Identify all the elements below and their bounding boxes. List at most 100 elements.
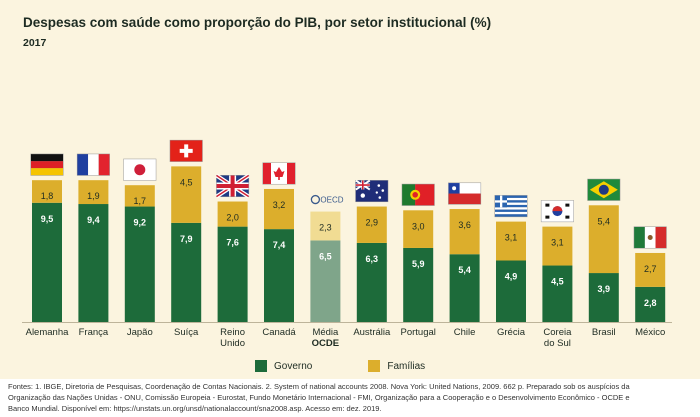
data-label-familias: 2,0 — [226, 213, 239, 223]
data-label-familias: 5,4 — [598, 216, 611, 226]
bar-governo — [78, 204, 109, 322]
data-label-familias: 2,3 — [319, 223, 332, 233]
oecd-logo-text: OECD — [320, 196, 343, 205]
bar-familias — [32, 180, 62, 203]
legend-label-familias: Famílias — [387, 360, 426, 372]
bar-familias — [78, 180, 109, 205]
data-label-governo: 4,9 — [505, 272, 518, 282]
data-label-familias: 3,1 — [551, 238, 564, 248]
data-label-governo: 7,6 — [226, 238, 239, 248]
category-label: Coreia — [543, 327, 572, 338]
canada-flag — [262, 162, 296, 185]
data-label-governo: 2,8 — [644, 298, 657, 308]
oecd-logo-ring — [310, 194, 321, 205]
category-label: México — [635, 327, 665, 338]
germany-flag — [30, 153, 64, 176]
data-label-familias: 3,0 — [412, 221, 425, 231]
uk-flag — [215, 173, 250, 199]
data-label-governo: 9,2 — [134, 218, 147, 228]
category-label: França — [79, 327, 109, 338]
source-line-1: Fontes: 1. IBGE, Diretoria de Pesquisas,… — [8, 382, 630, 391]
legend-swatch-familias — [368, 360, 381, 372]
bar-familias — [496, 221, 526, 261]
category-label: Reino — [220, 327, 245, 338]
mexico-flag — [633, 226, 667, 249]
bar-familias — [635, 252, 666, 287]
data-label-familias: 1,7 — [134, 196, 147, 206]
category-label: Brasil — [592, 327, 616, 338]
data-label-familias: 1,9 — [87, 191, 100, 201]
brazil-flag — [587, 178, 621, 201]
japan-flag — [123, 158, 157, 181]
south-korea-flag — [540, 200, 574, 223]
category-label: Austrália — [353, 327, 391, 338]
data-label-familias: 4,5 — [180, 177, 193, 187]
bar-governo — [264, 229, 294, 322]
data-label-governo: 3,9 — [598, 284, 611, 294]
source-line-2: Organização das Nações Unidas - ONU, Com… — [8, 393, 630, 402]
data-label-familias: 3,2 — [273, 200, 286, 210]
data-label-governo: 4,5 — [551, 277, 564, 287]
data-label-governo: 9,4 — [87, 215, 100, 225]
chart-panel — [0, 0, 700, 379]
data-label-governo: 6,5 — [319, 251, 332, 261]
category-label: Média — [312, 327, 339, 338]
chart-subtitle: 2017 — [23, 37, 47, 49]
bar-familias — [171, 166, 202, 223]
bar-governo — [32, 202, 62, 322]
data-label-governo: 5,9 — [412, 259, 425, 269]
data-label-governo: 9,5 — [41, 214, 54, 224]
bar-familias — [310, 211, 341, 241]
bar-governo — [310, 240, 341, 322]
bar-governo — [588, 273, 619, 322]
data-label-familias: 1,8 — [41, 191, 54, 201]
data-label-governo: 7,4 — [273, 240, 286, 250]
category-label: Suíça — [174, 327, 199, 338]
portugal-flag — [401, 183, 435, 206]
category-label: Japão — [127, 327, 153, 338]
data-label-familias: 3,1 — [505, 233, 518, 243]
legend-label-governo: Governo — [274, 360, 313, 372]
france-flag — [76, 153, 110, 176]
source-footnote: Fontes: 1. IBGE, Diretoria de Pesquisas,… — [8, 381, 694, 414]
source-line-3: Banco Mundial. Disponível em: https://un… — [8, 404, 382, 413]
category-label: Portugal — [401, 327, 436, 338]
bar-governo — [635, 286, 666, 322]
bar-familias — [449, 209, 480, 255]
legend-item-familias: Famílias — [368, 360, 425, 372]
bar-familias — [588, 205, 619, 274]
data-label-governo: 5,4 — [458, 265, 471, 275]
category-label: Unido — [220, 338, 245, 349]
bar-governo — [496, 260, 526, 322]
category-label: Canadá — [262, 327, 296, 338]
bar-governo — [217, 226, 248, 322]
bar-familias — [403, 210, 434, 248]
bar-familias — [542, 226, 573, 266]
category-label: OCDE — [312, 338, 339, 349]
greece-flag — [494, 195, 528, 218]
data-label-familias: 2,7 — [644, 264, 657, 274]
bar-governo — [449, 254, 480, 322]
bar-governo — [542, 265, 573, 322]
chile-flag — [448, 182, 482, 205]
category-label: Grécia — [497, 327, 526, 338]
data-label-familias: 3,6 — [458, 220, 471, 230]
category-label: Chile — [454, 327, 476, 338]
chart-title: Despesas com saúde como proporção do PIB… — [23, 15, 492, 30]
bar-familias — [124, 185, 155, 207]
switzerland-flag — [169, 139, 203, 162]
chart-legend: Governo Famílias — [255, 360, 425, 372]
oecd-logo: OECD — [310, 194, 344, 205]
bar-governo — [171, 222, 202, 322]
category-label: do Sul — [544, 338, 571, 349]
bar-familias — [356, 206, 387, 243]
bar-familias — [264, 188, 294, 230]
category-label: Alemanha — [26, 327, 69, 338]
australia-flag — [355, 179, 389, 203]
bar-governo — [124, 206, 155, 322]
stacked-bar-chart: 9,5 1,8 Alemanha 9,4 1,9 França 9,2 1,7 Japão 7,9… — [22, 139, 672, 349]
data-label-governo: 7,9 — [180, 234, 193, 244]
legend-item-governo: Governo — [255, 360, 312, 372]
data-label-governo: 6,3 — [366, 254, 379, 264]
data-label-familias: 2,9 — [366, 218, 379, 228]
